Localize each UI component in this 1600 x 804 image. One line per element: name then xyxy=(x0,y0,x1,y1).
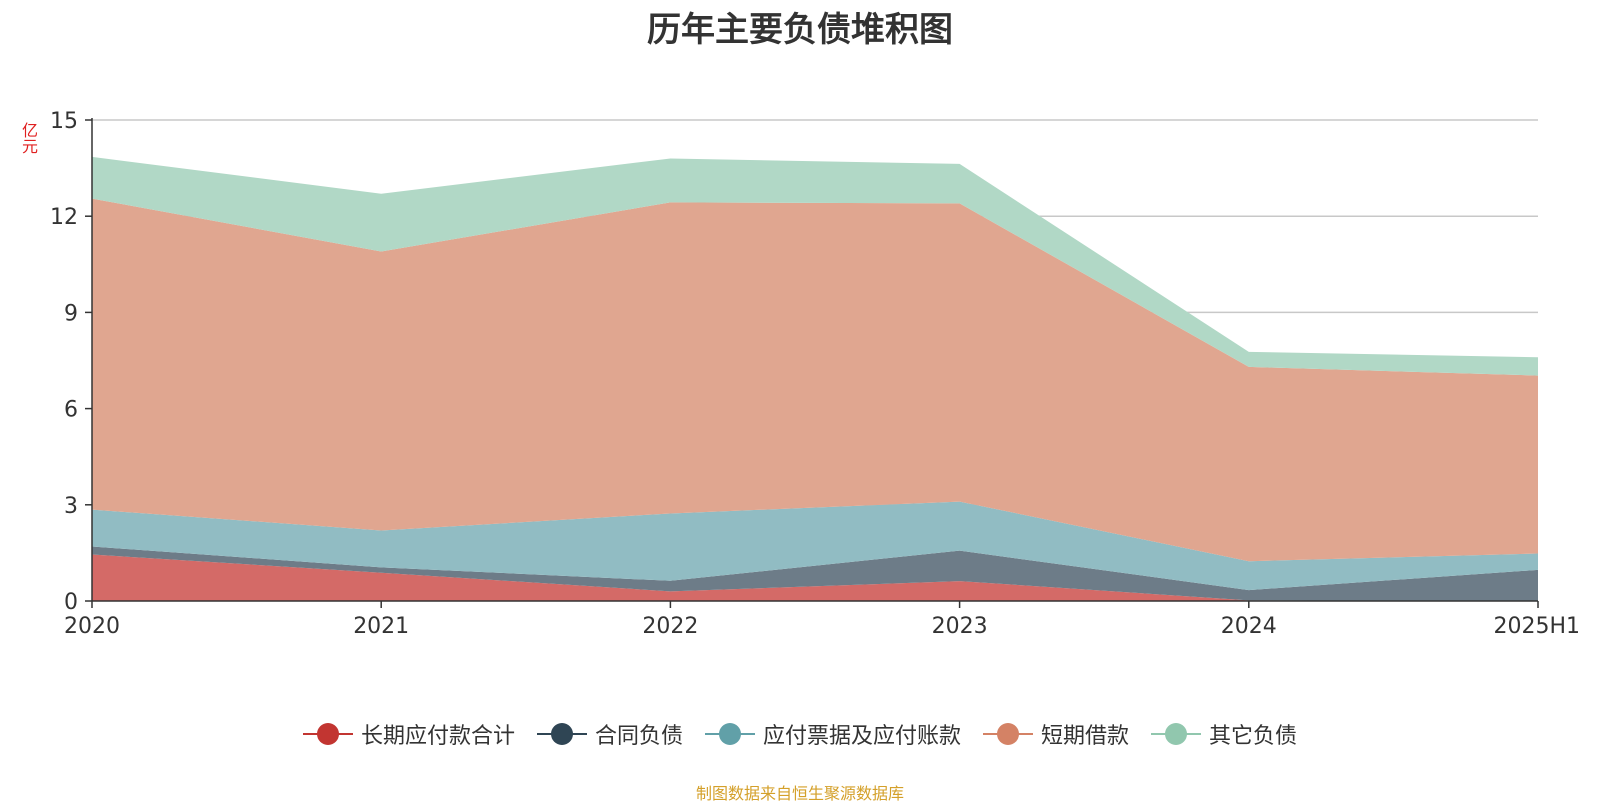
x-tick-label: 2024 xyxy=(1221,614,1277,639)
legend-marker-icon xyxy=(704,722,755,746)
chart-title: 历年主要负债堆积图 xyxy=(647,10,953,50)
y-axis-unit-label: 亿元 xyxy=(19,122,38,154)
area-series-4 xyxy=(92,156,1538,376)
y-tick-label: 6 xyxy=(64,398,78,423)
legend-marker-icon xyxy=(983,722,1033,746)
axes xyxy=(85,118,1539,608)
legend-label: 应付票据及应付账款 xyxy=(762,724,961,749)
legend-label: 短期借款 xyxy=(1041,724,1130,749)
x-tick-label: 2021 xyxy=(353,614,409,639)
legend-marker-icon xyxy=(536,722,587,746)
y-tick-label: 9 xyxy=(64,301,78,326)
area-series-3 xyxy=(92,198,1538,562)
legend-marker-icon xyxy=(302,722,353,746)
y-tick-label: 12 xyxy=(50,205,78,230)
x-tick-label: 2022 xyxy=(642,614,698,639)
source-footer: 制图数据来自恒生聚源数据库 xyxy=(695,784,904,803)
x-tick-label: 2020 xyxy=(64,614,120,639)
area-series-0 xyxy=(92,554,1538,601)
area-series-1 xyxy=(92,546,1538,601)
x-tick-label: 2023 xyxy=(932,614,988,639)
legend: 长期应付款合计 合同负债 应付票据及应付账款 短期借款 其它负债 xyxy=(0,718,1600,750)
y-tick-label: 15 xyxy=(50,109,78,134)
area-series-2 xyxy=(92,501,1538,591)
y-tick-labels: 0 3 6 9 12 15 xyxy=(50,109,78,615)
legend-label: 合同负债 xyxy=(594,724,683,749)
legend-item-0[interactable]: 长期应付款合计 xyxy=(302,718,515,750)
legend-marker-icon xyxy=(1151,722,1202,746)
x-tick-labels: 2020 2021 2022 2023 2024 2025H1 xyxy=(64,614,1580,639)
legend-label: 其它负债 xyxy=(1209,724,1298,749)
legend-item-4[interactable]: 其它负债 xyxy=(1151,718,1297,750)
y-tick-label: 3 xyxy=(64,494,78,519)
legend-label: 长期应付款合计 xyxy=(360,724,515,749)
legend-item-2[interactable]: 应付票据及应付账款 xyxy=(704,718,961,750)
area-series xyxy=(92,156,1538,601)
legend-item-3[interactable]: 短期借款 xyxy=(983,718,1129,750)
x-tick-label: 2025H1 xyxy=(1493,614,1580,639)
y-tick-label: 0 xyxy=(64,590,78,615)
legend-item-1[interactable]: 合同负债 xyxy=(536,718,683,750)
